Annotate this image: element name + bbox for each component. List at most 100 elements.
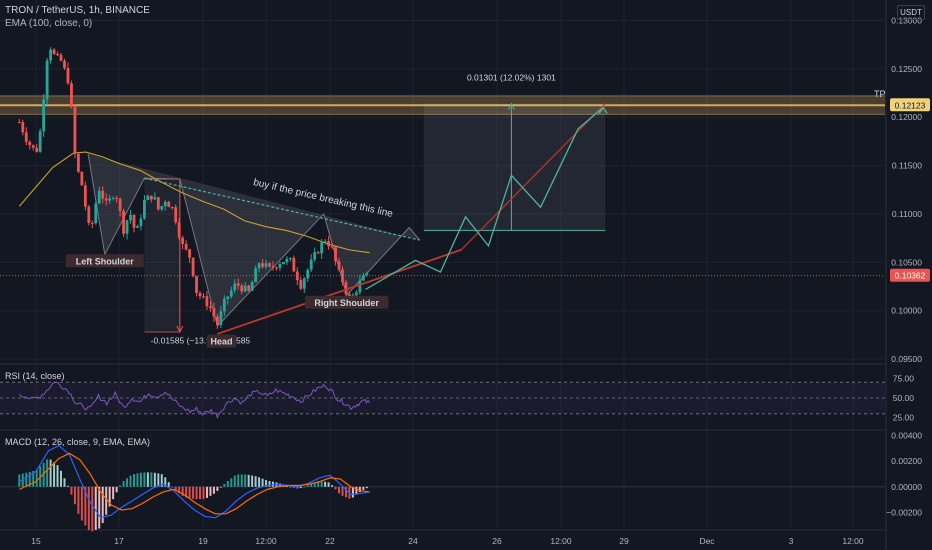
time-tick-label: 24 — [408, 536, 418, 546]
macd-histogram-bar — [171, 486, 174, 488]
ema-legend: EMA (100, close, 0) — [5, 18, 93, 29]
candle-body — [358, 280, 362, 293]
macd-histogram-bar — [150, 472, 153, 487]
macd-histogram-bar — [160, 474, 163, 487]
candle-body — [160, 206, 164, 210]
candle-body — [38, 131, 42, 152]
macd-tick-label: 0.00400 — [891, 430, 922, 440]
macd-histogram-bar — [296, 486, 299, 489]
macd-histogram-bar — [119, 485, 122, 487]
macd-histogram-bar — [18, 474, 21, 487]
support-trendline — [217, 248, 462, 335]
macd-histogram-bar — [237, 474, 240, 487]
macd-histogram-bar — [351, 486, 354, 498]
time-tick-label: 19 — [198, 536, 208, 546]
candle-body — [250, 282, 254, 291]
macd-histogram-bar — [306, 485, 309, 487]
macd-histogram-bar — [258, 477, 261, 487]
label-head-bg — [206, 334, 237, 348]
candle-body — [52, 49, 56, 54]
currency-badge[interactable]: USDT — [897, 5, 925, 20]
macd-histogram-bar — [195, 486, 198, 500]
candle-body — [254, 268, 258, 283]
pattern-fill — [88, 153, 420, 327]
candle-body — [205, 296, 209, 307]
macd-histogram-bar — [56, 465, 59, 487]
tp-zone — [0, 95, 885, 231]
time-tick-label: 12:00 — [255, 536, 277, 546]
macd-histogram-bar — [80, 486, 83, 521]
candle-body — [222, 299, 226, 312]
macd-label: MACD (12, 26, close, 9, EMA, EMA) — [5, 437, 150, 447]
candle-body — [90, 222, 94, 224]
candle-body — [115, 198, 119, 200]
candle-body — [184, 243, 188, 250]
candle-body — [59, 54, 63, 61]
macd-histogram-bar — [341, 486, 344, 496]
macd-histogram-bar — [209, 486, 212, 496]
measure-label: -0.01585 (−13.95%) -1585 — [151, 336, 251, 346]
candle-body — [21, 122, 25, 133]
signal-line — [19, 452, 370, 515]
macd-histogram-bar — [25, 472, 28, 487]
macd-histogram-bar — [310, 483, 313, 487]
current-price-badge — [890, 268, 930, 282]
candle-body — [306, 269, 310, 279]
candle-body — [101, 190, 105, 199]
macd-histogram-bar — [205, 486, 208, 498]
candle-body — [156, 197, 160, 210]
macd-histogram-bar — [334, 486, 337, 490]
macd-histogram-bar — [192, 486, 195, 499]
candle-body — [334, 247, 337, 262]
candle-body — [361, 275, 365, 281]
label-right-shoulder: Right Shoulder — [314, 298, 379, 308]
candle-body — [45, 60, 49, 100]
macd-histogram-bar — [233, 475, 236, 487]
macd-histogram-bar — [73, 486, 76, 505]
macd-histogram-bar — [303, 486, 306, 488]
projection-path — [365, 107, 604, 290]
macd-histogram-bar — [202, 486, 205, 500]
macd-histogram-bar — [223, 484, 226, 487]
candle-body — [70, 83, 73, 107]
candle-body — [63, 60, 66, 68]
candle-body — [108, 198, 112, 201]
candle-body — [174, 207, 178, 223]
macd-histogram-bar — [365, 486, 368, 489]
label-head: Head — [211, 337, 233, 347]
macd-histogram-bar — [60, 470, 63, 487]
candle-body — [285, 258, 289, 263]
candle-body — [282, 262, 285, 265]
time-tick-label: 17 — [114, 536, 124, 546]
label-left-shoulder: Left Shoulder — [76, 256, 134, 266]
macd-histogram-bar — [129, 475, 132, 487]
candle-body — [177, 222, 181, 238]
candle-body — [163, 201, 167, 207]
macd-histogram-bar — [324, 481, 327, 487]
macd-histogram-bar — [91, 486, 94, 532]
macd-histogram-bar — [362, 486, 365, 490]
candle-body — [240, 285, 244, 292]
price-tick-label: 0.11500 — [892, 161, 922, 171]
time-tick-label: 29 — [619, 536, 629, 546]
macd-histogram-bar — [108, 486, 111, 507]
macd-pane: MACD (12, 26, close, 9, EMA, EMA) — [0, 437, 885, 532]
macd-histogram-bar — [28, 471, 31, 487]
candle-body — [191, 257, 195, 277]
candle-body — [198, 293, 202, 297]
tp-label: TP — [874, 89, 886, 99]
macd-histogram-bar — [292, 486, 295, 488]
candle-body — [264, 263, 268, 267]
macd-histogram-bar — [98, 486, 101, 529]
macd-histogram-bar — [136, 473, 139, 487]
candle-body — [73, 106, 77, 154]
candle-body — [202, 296, 205, 298]
drawing-lines — [0, 103, 885, 335]
price-tick-label: 0.11000 — [892, 209, 922, 219]
macd-histogram-bar — [35, 469, 38, 487]
projection-arrow-head — [598, 106, 608, 114]
macd-histogram-bar — [49, 459, 52, 487]
rsi-tick-label: 50.00 — [893, 393, 915, 403]
macd-histogram-bar — [87, 486, 90, 531]
